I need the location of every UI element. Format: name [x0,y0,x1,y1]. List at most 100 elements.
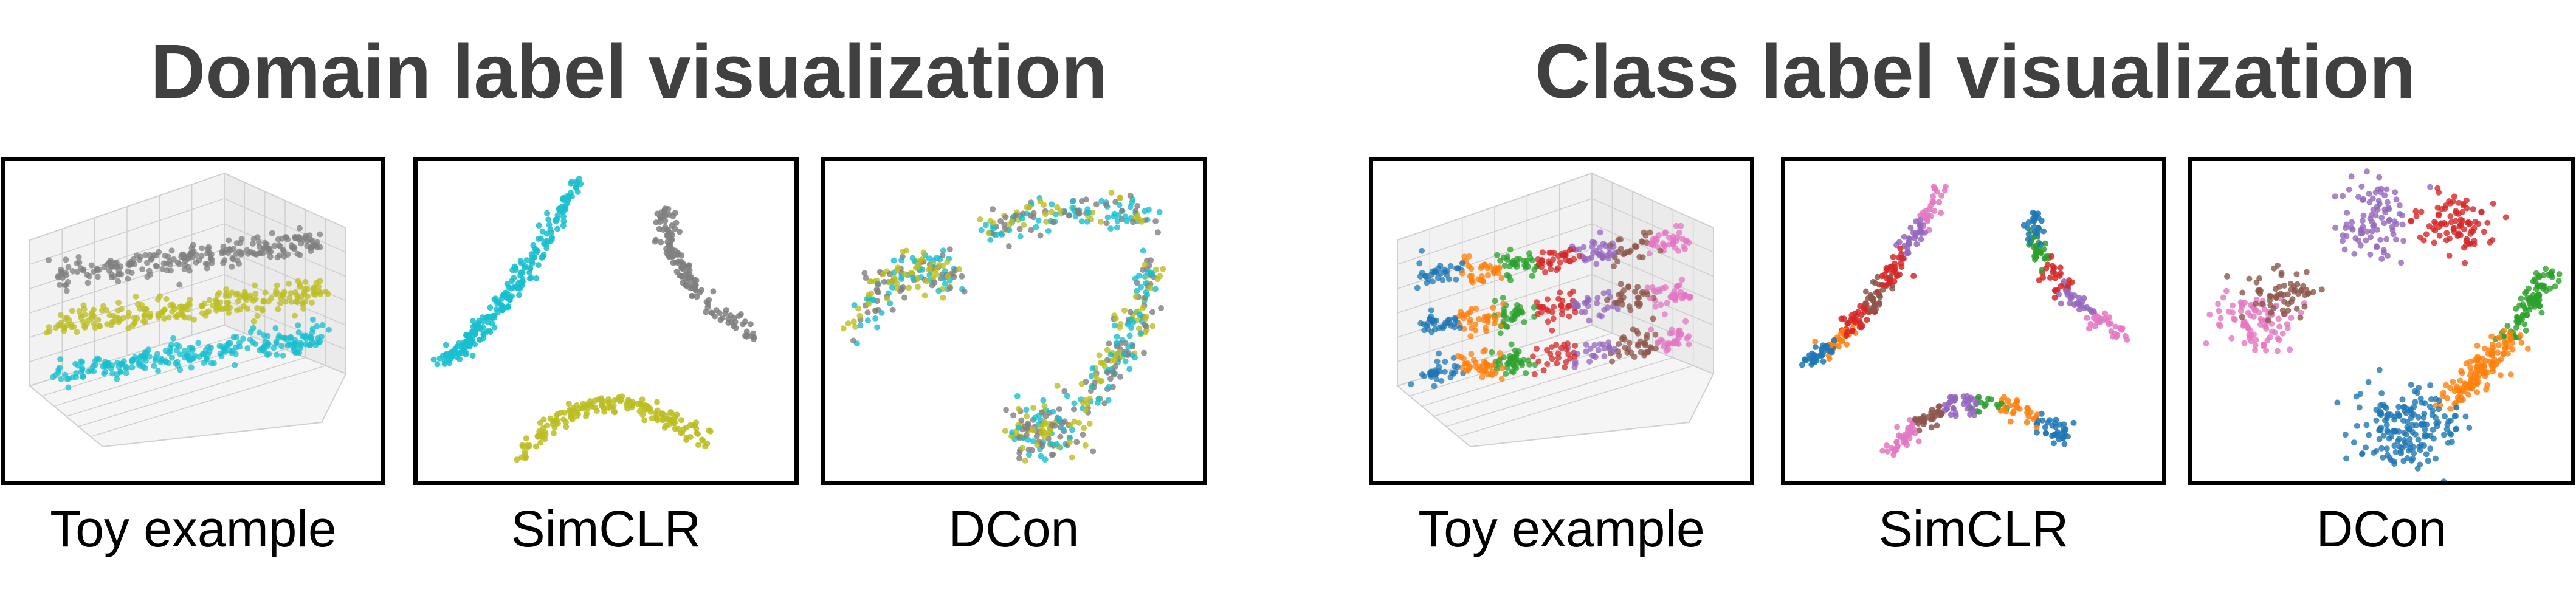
scatter-point [2051,294,2058,301]
scatter-point [2450,379,2456,385]
scatter-point [1500,311,1507,318]
scatter-point [2259,301,2265,307]
scatter-point [850,318,857,325]
scatter-point [549,418,556,424]
scatter-point [254,234,261,241]
scatter-point [463,349,469,356]
scatter-point [654,399,660,405]
scatter-point [125,313,132,320]
scatter-point [233,251,239,257]
class-dcon-caption: DCon [2316,500,2447,557]
scatter-point [2359,451,2365,458]
scatter-point [1416,260,1423,267]
scatter-point [2048,253,2055,260]
scatter-point [1895,272,1901,279]
scatter-point [1057,207,1064,214]
scatter-point [1143,280,1149,287]
scatter-point [1648,326,1655,333]
scatter-point [1553,342,1560,348]
scatter-point [1506,359,1512,366]
scatter-point [315,335,321,342]
scatter-point [1089,365,1096,371]
scatter-point [561,409,568,416]
scatter-point [430,356,437,363]
scatter-point [2042,424,2048,430]
scatter-point [1439,277,1446,283]
scatter-point [2376,366,2383,373]
scatter-point [1873,306,1879,312]
scatter-point [2081,295,2087,301]
scatter-point [584,401,590,408]
scatter-point [889,306,896,313]
scatter-point [987,236,994,243]
scatter-point [683,437,690,444]
scatter-point [639,396,646,403]
scatter-point [1615,236,1622,243]
scatter-point [1653,236,1660,243]
scatter-point [307,237,314,243]
scatter-point [536,428,543,435]
scatter-point [652,238,658,245]
scatter-point [2501,328,2507,334]
scatter-point [1964,397,1971,404]
scatter-point [1595,347,1602,353]
scatter-point [2392,449,2399,455]
scatter-point [1155,229,1161,236]
scatter-point [1419,247,1425,254]
scatter-point [499,307,506,314]
scatter-point [1616,341,1622,347]
scatter-point [1659,285,1666,291]
domain-toy-caption: Toy example [50,500,337,557]
scatter-point [1913,241,1920,247]
scatter-point [910,275,916,281]
scatter-point [90,363,96,370]
scatter-point [292,349,298,356]
scatter-point [1093,201,1100,208]
scatter-point [1007,221,1013,228]
scatter-point [583,413,589,419]
scatter-point [1453,265,1459,272]
scatter-point [91,368,97,374]
scatter-point [1019,210,1026,217]
scatter-point [1934,188,1940,195]
scatter-point [1493,252,1500,258]
scatter-point [2278,270,2285,277]
scatter-point [2389,227,2396,233]
scatter-point [1594,295,1601,301]
scatter-point [1084,401,1091,407]
scatter-point [536,222,542,229]
scatter-point [2371,222,2377,229]
scatter-point [104,321,111,328]
scatter-point [2457,232,2464,238]
scatter-point [198,253,205,260]
scatter-point [1513,350,1520,357]
scatter-point [1943,405,1950,412]
scatter-point [2535,291,2542,298]
scatter-point [2263,325,2270,332]
scatter-point [1482,325,1489,331]
scatter-point [292,337,298,343]
scatter-point [2467,230,2474,237]
scatter-point [134,252,140,259]
scatter-point [2253,337,2259,343]
scatter-point [1555,265,1562,272]
scatter-point [224,246,230,253]
scatter-point [2501,339,2508,345]
scatter-point [2463,238,2470,244]
scatter-point [694,294,700,300]
scatter-point [2495,349,2501,356]
scatter-point [700,438,706,444]
scatter-point [1473,363,1479,370]
scatter-point [2076,295,2082,301]
scatter-point [2447,405,2454,412]
scatter-point [88,262,95,269]
scatter-point [75,254,82,260]
scatter-point [1083,196,1089,203]
scatter-point [1014,393,1021,399]
scatter-point [2284,325,2291,331]
scatter-point [472,341,478,348]
scatter-point [89,309,95,315]
scatter-point [1529,257,1535,264]
scatter-point [286,280,292,287]
scatter-point [1555,350,1562,357]
